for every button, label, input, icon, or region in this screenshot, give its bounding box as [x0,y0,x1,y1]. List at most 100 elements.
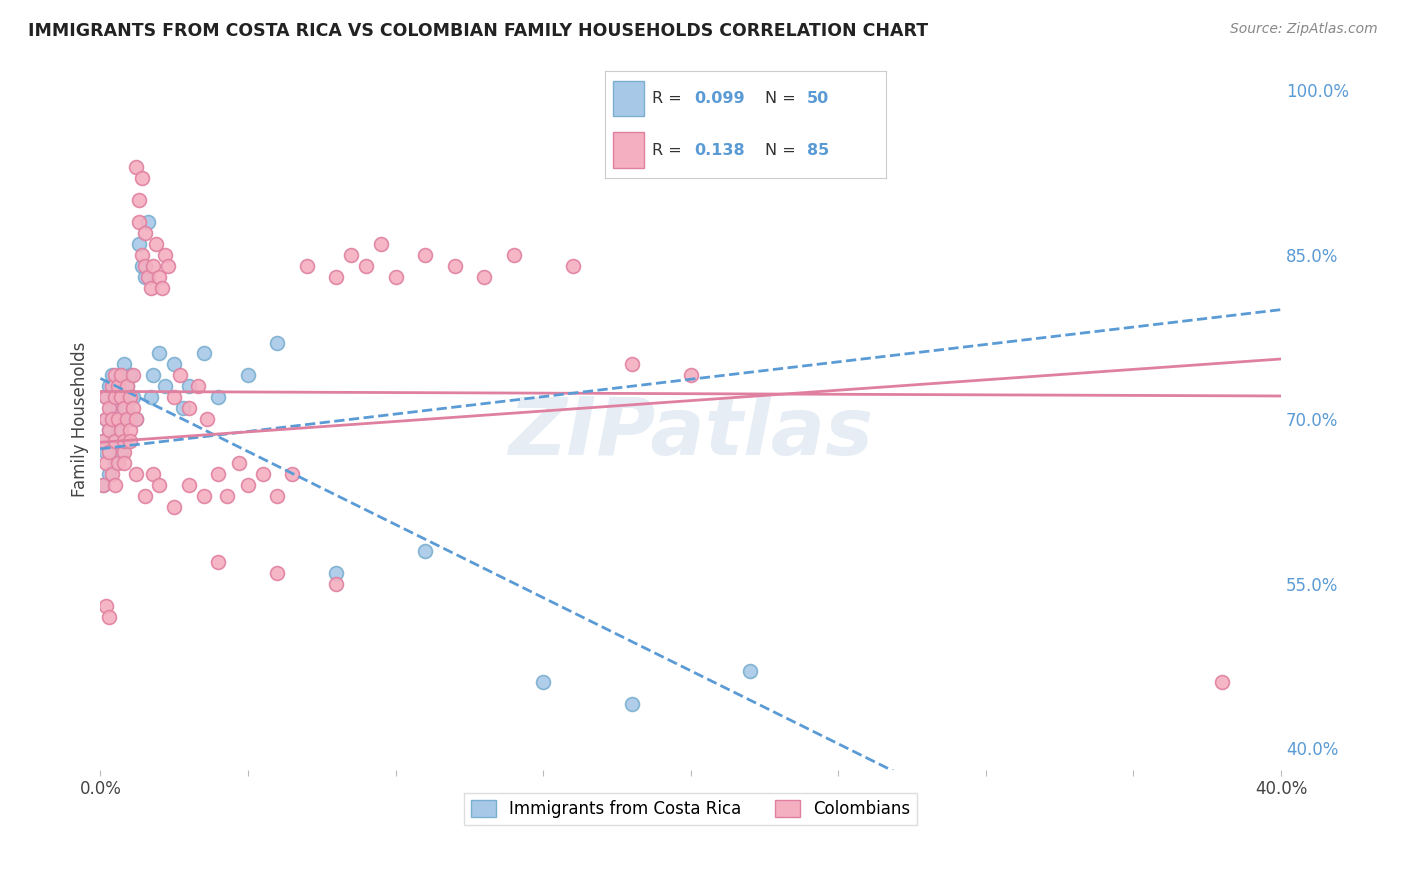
Point [142,368,165,383]
Point [115,379,138,393]
Point [266,489,288,503]
Point [155,379,177,393]
Point [128,193,150,207]
Text: IMMIGRANTS FROM COSTA RICA VS COLOMBIAN FAMILY HOUSEHOLDS CORRELATION CHART: IMMIGRANTS FROM COSTA RICA VS COLOMBIAN … [28,22,928,40]
Point [413,543,436,558]
Point [236,478,259,492]
Point [110,368,132,383]
Point [118,434,141,449]
Point [134,489,156,503]
Point [142,259,165,273]
Point [148,478,170,492]
Point [121,390,143,404]
Point [115,401,138,416]
Point [118,412,141,426]
Point [115,379,138,393]
Point [96,456,118,470]
Point [163,358,186,372]
Point [370,236,392,251]
Point [150,281,173,295]
Point [104,434,127,449]
Point [217,489,239,503]
Point [91,434,114,449]
Point [207,467,229,481]
Point [112,401,135,416]
Bar [613,132,644,168]
Point [134,259,156,273]
Point [107,379,129,393]
Point [252,467,274,481]
Point [107,423,129,437]
Point [115,412,138,426]
Point [91,478,114,492]
Point [112,456,135,470]
Point [125,412,148,426]
Point [413,248,436,262]
Text: R =: R = [652,143,688,158]
Point [128,215,150,229]
Point [96,412,118,426]
Point [620,698,643,712]
Text: N =: N = [765,91,801,106]
Point [561,259,583,273]
Point [110,445,132,459]
Point [354,259,377,273]
Point [107,456,129,470]
Point [101,467,124,481]
Point [98,379,121,393]
Point [101,379,124,393]
Point [155,248,177,262]
Point [107,412,129,426]
Point [96,412,118,426]
Point [620,358,643,372]
Text: 85: 85 [807,143,830,158]
Point [142,467,165,481]
Point [195,412,218,426]
Point [118,390,141,404]
Point [172,401,194,416]
Point [104,434,127,449]
Point [107,401,129,416]
Point [118,423,141,437]
Point [121,401,143,416]
Point [136,215,159,229]
Point [679,368,702,383]
Point [145,236,167,251]
Point [125,412,148,426]
Point [125,160,148,174]
Point [139,281,162,295]
Point [125,467,148,481]
Point [139,390,162,404]
Point [325,566,347,580]
Text: 50: 50 [807,91,830,106]
Point [107,390,129,404]
Point [228,456,250,470]
Point [531,675,554,690]
Point [101,401,124,416]
Point [502,248,524,262]
Point [148,269,170,284]
Point [118,368,141,383]
Point [281,467,304,481]
Text: R =: R = [652,91,688,106]
Text: Source: ZipAtlas.com: Source: ZipAtlas.com [1230,22,1378,37]
Text: 0.138: 0.138 [695,143,745,158]
Point [177,478,200,492]
Point [187,379,209,393]
Point [96,445,118,459]
Point [131,248,153,262]
Point [157,259,180,273]
Point [101,412,124,426]
Point [128,236,150,251]
Point [110,423,132,437]
Point [96,390,118,404]
Point [134,269,156,284]
Point [207,555,229,569]
Text: 0.099: 0.099 [695,91,745,106]
Point [177,379,200,393]
Point [96,599,118,613]
Point [112,358,135,372]
Point [104,368,127,383]
Point [236,368,259,383]
Legend: Immigrants from Costa Rica, Colombians: Immigrants from Costa Rica, Colombians [464,793,917,825]
